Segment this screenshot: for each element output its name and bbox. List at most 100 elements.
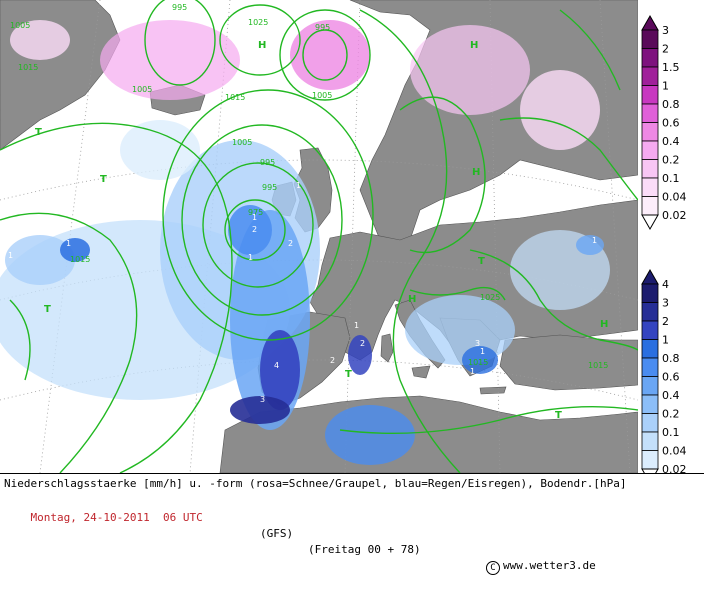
isobar-label: 1005 <box>132 85 152 94</box>
rain-scale-value-label: 3 <box>662 297 669 310</box>
map-canvas: 1005 1025 995 1005 1015 1005 1015 1005 995 995 975… <box>0 0 638 473</box>
snow-scale-value-label: 0.4 <box>662 135 680 148</box>
rain-scale-swatch <box>641 450 659 470</box>
rain-scale-value-label: 0.8 <box>662 352 680 365</box>
snow-precipitation-areas <box>10 20 600 150</box>
isobar-label: 1025 <box>248 18 268 27</box>
precip-value-label: 2 <box>252 225 257 234</box>
isobar-label: 1005 <box>232 138 252 147</box>
footer: Niederschlagsstaerke [mm/h] u. -form (ro… <box>0 473 704 575</box>
precip-value-label: 3 <box>260 395 265 404</box>
rain-scale-swatch <box>641 302 659 322</box>
rain-area <box>405 295 515 365</box>
low-pressure-label: T <box>35 127 42 138</box>
rain-scale-swatch <box>641 357 659 377</box>
isobar-label: 1005 <box>312 91 332 100</box>
snow-scale-value-label: 0.6 <box>662 117 680 130</box>
snow-scale-swatch <box>641 48 659 68</box>
rain-scale-swatch <box>641 431 659 451</box>
isobar <box>279 9 371 101</box>
high-pressure-label: H <box>258 40 266 51</box>
legend-canvas: 3 2 1.5 1 0.8 0.6 0.4 0.2 0.1 0.04 0.02 4 3 2 1 0.8 0.6… <box>641 14 687 473</box>
rain-area <box>230 396 290 424</box>
isobar-label: 1015 <box>18 63 38 72</box>
low-pressure-label: T <box>44 304 51 315</box>
snow-area <box>410 25 530 115</box>
rain-scale-top-arrow <box>641 268 659 285</box>
rain-scale-swatch <box>641 413 659 433</box>
weather-map: 1005 1025 995 1005 1015 1005 1015 1005 995 995 975… <box>0 0 639 473</box>
isobar <box>219 4 301 76</box>
snow-area <box>10 20 70 60</box>
snow-area <box>520 70 600 150</box>
precip-value-label: 1 <box>220 409 225 418</box>
isobar-label: 1015 <box>225 93 245 102</box>
high-pressure-label: H <box>408 294 416 305</box>
snow-scale-bottom-arrow <box>641 214 659 231</box>
precip-value-label: 1 <box>8 251 13 260</box>
snow-scale-value-label: 1.5 <box>662 61 680 74</box>
map-description: Niederschlagsstaerke [mm/h] u. -form (ro… <box>4 477 627 490</box>
low-pressure-label: T <box>345 369 352 380</box>
isobar-label: 1015 <box>70 255 90 264</box>
isobar-label: 975 <box>248 208 263 217</box>
snow-scale-swatch <box>641 196 659 216</box>
rain-area <box>260 330 300 410</box>
isobar <box>469 249 638 351</box>
rain-scale-bottom-arrow <box>641 468 659 473</box>
rain-area <box>325 405 415 465</box>
isobar-label: 995 <box>172 3 187 12</box>
rain-scale-value-label: 0.02 <box>662 463 687 473</box>
precip-value-label: 1 <box>66 239 71 248</box>
isobar-label: 1015 <box>468 358 488 367</box>
isobar-label: 1025 <box>480 293 500 302</box>
sardinia-corsica-land <box>380 333 394 363</box>
copyright-icon: C <box>486 561 500 575</box>
longitude-line <box>599 0 631 473</box>
snow-scale-value-label: 2 <box>662 43 669 56</box>
snow-scale-value-label: 3 <box>662 24 669 37</box>
crete-land <box>479 386 507 395</box>
precip-value-label: 2 <box>330 356 335 365</box>
isobar <box>181 124 343 316</box>
snow-scale-swatch <box>641 29 659 49</box>
isobar <box>144 0 216 86</box>
precip-value-label: 1 <box>296 181 301 190</box>
snow-scale-swatch <box>641 159 659 179</box>
legend: 3 2 1.5 1 0.8 0.6 0.4 0.2 0.1 0.04 0.02 4 3 2 1 0.8 0.6… <box>638 0 704 473</box>
rain-scale-swatch <box>641 339 659 359</box>
snow-scale-swatch <box>641 140 659 160</box>
low-pressure-label: T <box>555 410 562 421</box>
snow-area <box>100 20 240 100</box>
precip-value-label: 1 <box>354 321 359 330</box>
precip-value-label: 4 <box>274 361 279 370</box>
footer-meta-line: Montag, 24-10-2011 06 UTC (GFS) (Freitag… <box>4 494 700 590</box>
isobar-label: 995 <box>260 158 275 167</box>
isobar <box>559 9 621 91</box>
isobar <box>302 29 348 81</box>
rain-scale-value-label: 0.1 <box>662 426 680 439</box>
snow-scale-swatch <box>641 66 659 86</box>
rain-scale-swatch <box>641 394 659 414</box>
model-name: (GFS) <box>260 527 294 540</box>
snow-scale-value-label: 0.1 <box>662 172 680 185</box>
isobar <box>202 162 314 288</box>
isobar-label: 1015 <box>588 361 608 370</box>
precip-value-label: 1 <box>480 347 485 356</box>
isobar <box>409 286 506 301</box>
snow-scale-value-label: 0.04 <box>662 191 687 204</box>
precip-value-label: 1 <box>470 367 475 376</box>
latitude-line <box>0 159 638 201</box>
snow-scale-swatch <box>641 177 659 197</box>
isobar <box>224 199 286 261</box>
snow-scale-value-label: 0.8 <box>662 98 680 111</box>
isobar-label: 1005 <box>10 21 30 30</box>
credit-url: www.wetter3.de <box>503 559 596 572</box>
low-pressure-label: T <box>100 174 107 185</box>
isobar <box>0 212 138 473</box>
snow-scale-top-arrow <box>641 14 659 31</box>
isobar <box>339 405 638 435</box>
rain-scale-swatch <box>641 320 659 340</box>
